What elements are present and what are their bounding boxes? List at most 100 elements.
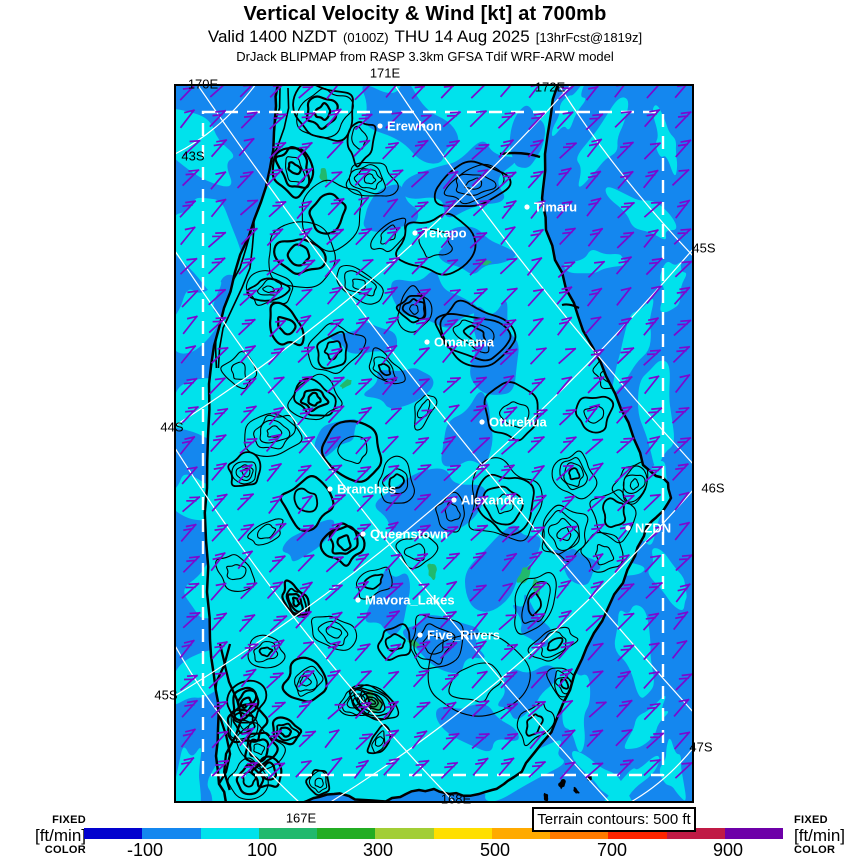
colorbar-tick-label: 700 <box>596 840 628 860</box>
wind-barb <box>527 317 544 337</box>
wind-barb <box>499 318 517 337</box>
model-line: DrJack BLIPMAP from RASP 3.3km GFSA Tdif… <box>236 49 614 64</box>
station-label: Omarama <box>434 335 495 350</box>
wind-barb <box>617 201 635 219</box>
wind-barb <box>412 701 431 719</box>
wind-barb <box>294 375 314 393</box>
station-label: Mavora_Lakes <box>365 593 455 608</box>
wind-barb <box>556 609 572 629</box>
wind-barb <box>500 226 516 246</box>
colorbar-segment <box>724 828 783 839</box>
wind-barb <box>353 611 372 630</box>
wind-barb <box>469 376 488 394</box>
wind-barb <box>179 674 199 692</box>
wind-barb <box>471 495 489 514</box>
wind-barb <box>414 408 433 426</box>
wind-barb <box>614 466 633 483</box>
wind-barb <box>266 287 284 305</box>
wind-barb <box>326 140 344 159</box>
wind-barb <box>297 345 316 364</box>
wind-barb <box>529 408 548 426</box>
wind-barb <box>326 228 345 246</box>
wind-barb <box>588 462 604 482</box>
wind-barb <box>472 757 489 776</box>
wind-barb <box>559 554 577 573</box>
wind-barb <box>527 170 545 189</box>
wind-barb <box>296 699 313 719</box>
station-marker <box>355 597 361 603</box>
wind-barb <box>441 318 459 337</box>
wind-barb <box>354 465 372 484</box>
graticule-label: 171E <box>369 65 401 81</box>
wind-barb <box>327 522 343 542</box>
wind-barb <box>239 437 258 455</box>
wind-barb <box>673 698 690 717</box>
wind-barb <box>646 285 663 304</box>
wind-barb <box>616 317 633 336</box>
wind-barb <box>240 643 259 660</box>
wind-barb <box>643 228 659 248</box>
station-marker <box>412 230 418 236</box>
scale-units-right: FIXED [ft/min] COLOR <box>794 815 850 856</box>
wind-barb <box>557 316 573 336</box>
wind-barb <box>616 375 633 395</box>
wind-barb <box>501 199 517 220</box>
wind-barb <box>671 639 688 659</box>
wind-barb <box>325 555 345 573</box>
wind-barb <box>383 610 401 629</box>
wind-barb <box>353 139 371 158</box>
wind-barb <box>383 521 399 541</box>
wind-barb <box>413 524 432 542</box>
station-label: Tekapo <box>422 226 467 241</box>
wind-barb <box>297 227 313 247</box>
wind-barb <box>556 579 572 599</box>
wind-barb <box>559 436 577 454</box>
wind-barb <box>671 463 689 481</box>
colorbar-segment <box>608 828 667 839</box>
wind-barb <box>211 462 228 481</box>
wind-barb <box>558 729 576 748</box>
wind-barb <box>644 375 660 395</box>
wind-barb <box>498 139 515 158</box>
wind-barb <box>355 436 372 455</box>
wind-barb <box>265 433 283 452</box>
valid-prefix: Valid 1400 NZDT <box>207 27 338 46</box>
wind-barb <box>326 611 343 630</box>
wind-barb <box>588 701 607 718</box>
wind-barb <box>413 346 431 365</box>
wind-barb <box>588 580 604 600</box>
colorbar-segment <box>142 828 201 839</box>
wind-barb <box>586 670 604 688</box>
wind-barb <box>324 464 343 482</box>
wind-barb <box>556 376 573 395</box>
wind-barb <box>614 110 632 128</box>
page-title: Vertical Velocity & Wind [kt] at 700mb <box>243 3 607 25</box>
wind-barb <box>297 494 313 515</box>
wind-barb <box>643 702 661 721</box>
wind-barb <box>355 406 373 425</box>
wind-barb <box>587 348 605 367</box>
wind-barb <box>385 169 404 187</box>
wind-barb <box>266 580 284 600</box>
wind-barb <box>298 730 317 748</box>
wind-barb <box>324 435 341 455</box>
wind-barb <box>585 762 604 779</box>
wind-barb <box>354 701 372 720</box>
wind-barb <box>471 732 490 750</box>
wind-barb <box>182 496 201 513</box>
wind-barb <box>297 554 315 572</box>
wind-barb <box>674 491 690 511</box>
wind-barb <box>268 406 285 426</box>
wind-barb <box>643 642 660 661</box>
wind-barb <box>587 260 606 279</box>
wind-barb <box>413 317 430 336</box>
wind-barb <box>615 405 633 424</box>
graticule-label: 172E <box>534 79 566 95</box>
wind-barb <box>385 111 403 129</box>
wind-barb <box>211 407 229 426</box>
wind-barb <box>385 492 402 512</box>
graticule-label: 170E <box>187 76 219 92</box>
wind-barb <box>355 287 373 306</box>
wind-barb <box>556 200 573 219</box>
wind-barb <box>210 433 227 453</box>
